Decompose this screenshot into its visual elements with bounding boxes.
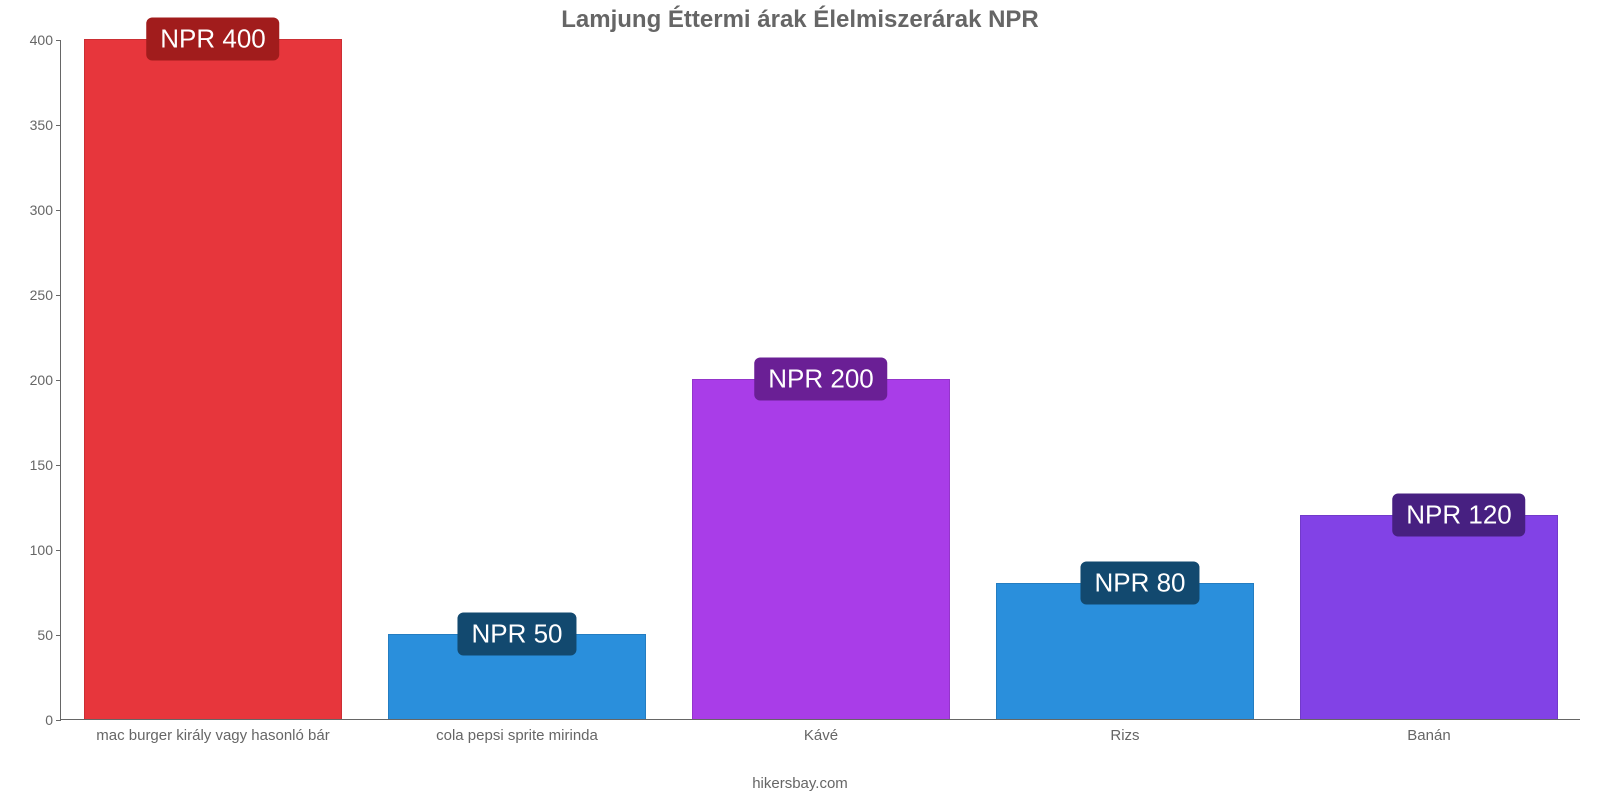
x-category-label: Kávé <box>671 719 971 744</box>
x-category-label: Rizs <box>975 719 1275 744</box>
y-tick-mark <box>56 40 61 41</box>
bar <box>1300 515 1558 719</box>
value-badge: NPR 50 <box>457 613 576 656</box>
y-tick-label: 200 <box>11 372 53 388</box>
bar-group: NPR 200Kávé <box>692 39 950 719</box>
y-tick-mark <box>56 720 61 721</box>
x-category-label: mac burger király vagy hasonló bár <box>63 719 363 744</box>
y-tick-label: 50 <box>11 627 53 643</box>
value-badge: NPR 200 <box>754 358 888 401</box>
bar-group: NPR 80Rizs <box>996 39 1254 719</box>
y-tick-label: 400 <box>11 32 53 48</box>
y-tick-mark <box>56 210 61 211</box>
y-tick-mark <box>56 635 61 636</box>
y-tick-label: 350 <box>11 117 53 133</box>
y-tick-label: 150 <box>11 457 53 473</box>
attribution-text: hikersbay.com <box>0 775 1600 792</box>
bar <box>692 379 950 719</box>
y-tick-mark <box>56 465 61 466</box>
bar-group: NPR 120Banán <box>1300 39 1558 719</box>
bar <box>84 39 342 719</box>
bar-group: NPR 50cola pepsi sprite mirinda <box>388 39 646 719</box>
y-tick-mark <box>56 295 61 296</box>
plot-area: 050100150200250300350400NPR 400mac burge… <box>60 40 1580 720</box>
value-badge: NPR 120 <box>1392 494 1526 537</box>
bar-group: NPR 400mac burger király vagy hasonló bá… <box>84 39 342 719</box>
y-tick-mark <box>56 380 61 381</box>
y-tick-label: 300 <box>11 202 53 218</box>
value-badge: NPR 400 <box>146 18 280 61</box>
y-tick-label: 250 <box>11 287 53 303</box>
value-badge: NPR 80 <box>1080 562 1199 605</box>
x-category-label: cola pepsi sprite mirinda <box>367 719 667 744</box>
y-tick-mark <box>56 125 61 126</box>
y-tick-label: 100 <box>11 542 53 558</box>
y-tick-label: 0 <box>11 712 53 728</box>
price-bar-chart: Lamjung Éttermi árak Élelmiszerárak NPR … <box>0 0 1600 800</box>
y-tick-mark <box>56 550 61 551</box>
x-category-label: Banán <box>1279 719 1579 744</box>
